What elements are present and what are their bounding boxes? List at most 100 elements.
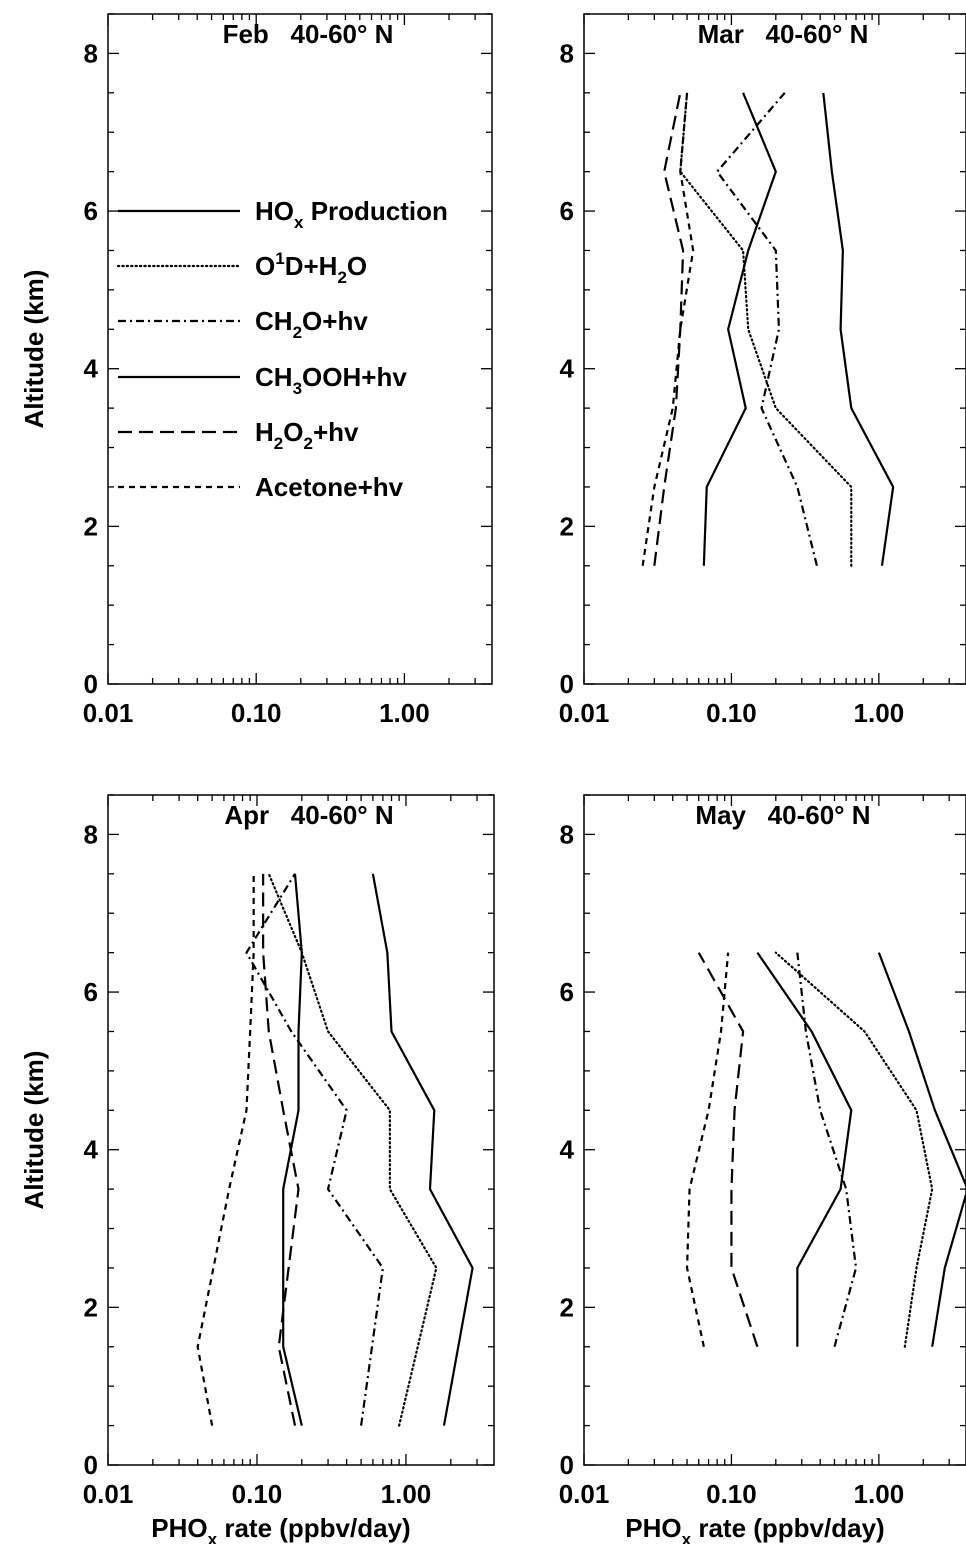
y-tick-label: 8 (84, 819, 98, 849)
y-tick-label: 0 (84, 669, 98, 699)
x-tick-label: 1.00 (381, 1479, 432, 1509)
series-line-hox (371, 873, 474, 1426)
legend-label-h2o2: H2O2+hv (255, 417, 359, 453)
label-text: OOH+hv (302, 362, 407, 392)
y-axis-label: Altitude (km) (19, 270, 49, 429)
legend-label-o1d: O1D+H2O (255, 249, 367, 287)
series-line-acetone (196, 873, 255, 1426)
label-text: HO (255, 196, 294, 226)
axes-frame (107, 794, 495, 1466)
x-axis-label-main: PHO (151, 1513, 207, 1543)
x-tick-label: 1.00 (854, 698, 905, 728)
panel-title: Mar 40-60° N (698, 19, 869, 49)
y-tick-label: 2 (84, 511, 98, 541)
panel-title: Apr 40-60° N (224, 800, 393, 830)
x-tick-label: 0.10 (706, 1479, 757, 1509)
x-axis-label-rest: rate (ppbv/day) (691, 1513, 885, 1543)
y-tick-label: 0 (560, 1450, 574, 1480)
y-tick-label: 6 (84, 977, 98, 1007)
legend-label-acetone: Acetone+hv (255, 472, 404, 502)
subscript: 2 (303, 434, 312, 453)
series-line-ch3ooh (756, 952, 853, 1347)
x-tick-label: 0.01 (83, 698, 134, 728)
label-text: CH (255, 306, 293, 336)
label-text: Production (303, 196, 447, 226)
axes-frame (583, 794, 966, 1466)
legend-label-ch2o: CH2O+hv (255, 306, 368, 342)
label-text: CH (255, 362, 293, 392)
series-line-ch2o (716, 92, 818, 567)
series-group (196, 872, 474, 1427)
series-line-o1d (267, 872, 438, 1427)
series-line-acetone (685, 952, 730, 1347)
series-group (685, 951, 966, 1348)
panel-title: May 40-60° N (695, 800, 870, 830)
x-tick-label: 1.00 (854, 1479, 905, 1509)
label-text: H (255, 417, 274, 447)
x-axis-label-sub: x (682, 1530, 692, 1544)
label-text: O (347, 251, 367, 281)
label-text: D+H (285, 251, 338, 281)
y-tick-label: 6 (560, 196, 574, 226)
series-line-ch2o (796, 952, 858, 1348)
chart-panel-4: 0.01 0.10 1.00 0 2 4 6 8 May 40-60° N PHOx rate (… (559, 794, 966, 1544)
subscript: x (294, 213, 304, 232)
chart-panel-3: 0.01 0.10 1.00 0 2 4 6 8 Apr 40-60° N Altitude (k… (19, 794, 495, 1544)
y-axis-label: Altitude (km) (19, 1051, 49, 1210)
y-tick-label: 8 (560, 819, 574, 849)
y-tick-label: 4 (560, 354, 575, 384)
label-text: +hv (313, 417, 359, 447)
subscript: 2 (293, 323, 302, 342)
series-line-hox (822, 92, 895, 566)
y-tick-label: 2 (84, 1292, 98, 1322)
x-axis-label-rest: rate (ppbv/day) (217, 1513, 411, 1543)
series-line-ch3ooh (702, 92, 777, 566)
subscript: 3 (293, 379, 302, 398)
chart-panel-2: 0.01 0.10 1.00 0 2 4 6 8 Mar 40-60° N (559, 13, 966, 728)
x-tick-label: 0.10 (232, 1479, 283, 1509)
panel-title: Feb 40-60° N (223, 19, 394, 49)
label-text: O (255, 251, 275, 281)
label-text: O (283, 417, 303, 447)
legend-label-ch3ooh: CH3OOH+hv (255, 362, 407, 398)
series-line-hox (877, 952, 966, 1347)
x-axis-label: PHOx rate (ppbv/day) (151, 1513, 410, 1544)
legend-label-hox: HOx Production (255, 196, 448, 232)
x-axis-label: PHOx rate (ppbv/day) (625, 1513, 884, 1544)
chart-panel-1: 0.01 0.10 1.00 0 2 4 6 8 Feb 40-60° N Altitude (k… (19, 13, 493, 728)
x-tick-label: 0.01 (559, 1479, 610, 1509)
series-group (641, 91, 895, 567)
y-tick-label: 4 (560, 1135, 575, 1165)
axes-frame (107, 13, 493, 685)
x-axis-label-sub: x (208, 1530, 218, 1544)
label-text: O+hv (302, 306, 368, 336)
axes-frame (583, 13, 966, 685)
subscript: 2 (337, 268, 346, 287)
y-tick-label: 8 (560, 38, 574, 68)
legend: HOx ProductionO1D+H2OCH2O+hvCH3OOH+hvH2O… (116, 196, 448, 502)
y-tick-label: 2 (560, 1292, 574, 1322)
series-line-h2o2 (697, 952, 759, 1348)
series-line-o1d (679, 91, 853, 567)
y-tick-label: 6 (84, 196, 98, 226)
y-tick-label: 2 (560, 511, 574, 541)
y-tick-label: 6 (560, 977, 574, 1007)
y-tick-label: 4 (84, 1135, 99, 1165)
y-tick-label: 0 (84, 1450, 98, 1480)
x-axis-label-main: PHO (625, 1513, 681, 1543)
x-tick-label: 1.00 (379, 698, 430, 728)
series-line-o1d (774, 951, 934, 1348)
y-tick-label: 8 (84, 38, 98, 68)
series-line-ch2o (245, 873, 384, 1426)
series-line-ch3ooh (282, 873, 303, 1426)
label-text: Acetone+hv (255, 472, 404, 502)
subscript: 2 (274, 434, 283, 453)
x-tick-label: 0.10 (231, 698, 282, 728)
y-tick-label: 0 (560, 669, 574, 699)
series-line-h2o2 (262, 873, 300, 1426)
x-tick-label: 0.01 (83, 1479, 134, 1509)
x-tick-label: 0.01 (559, 698, 610, 728)
series-line-acetone (641, 92, 695, 566)
series-line-h2o2 (653, 92, 685, 566)
